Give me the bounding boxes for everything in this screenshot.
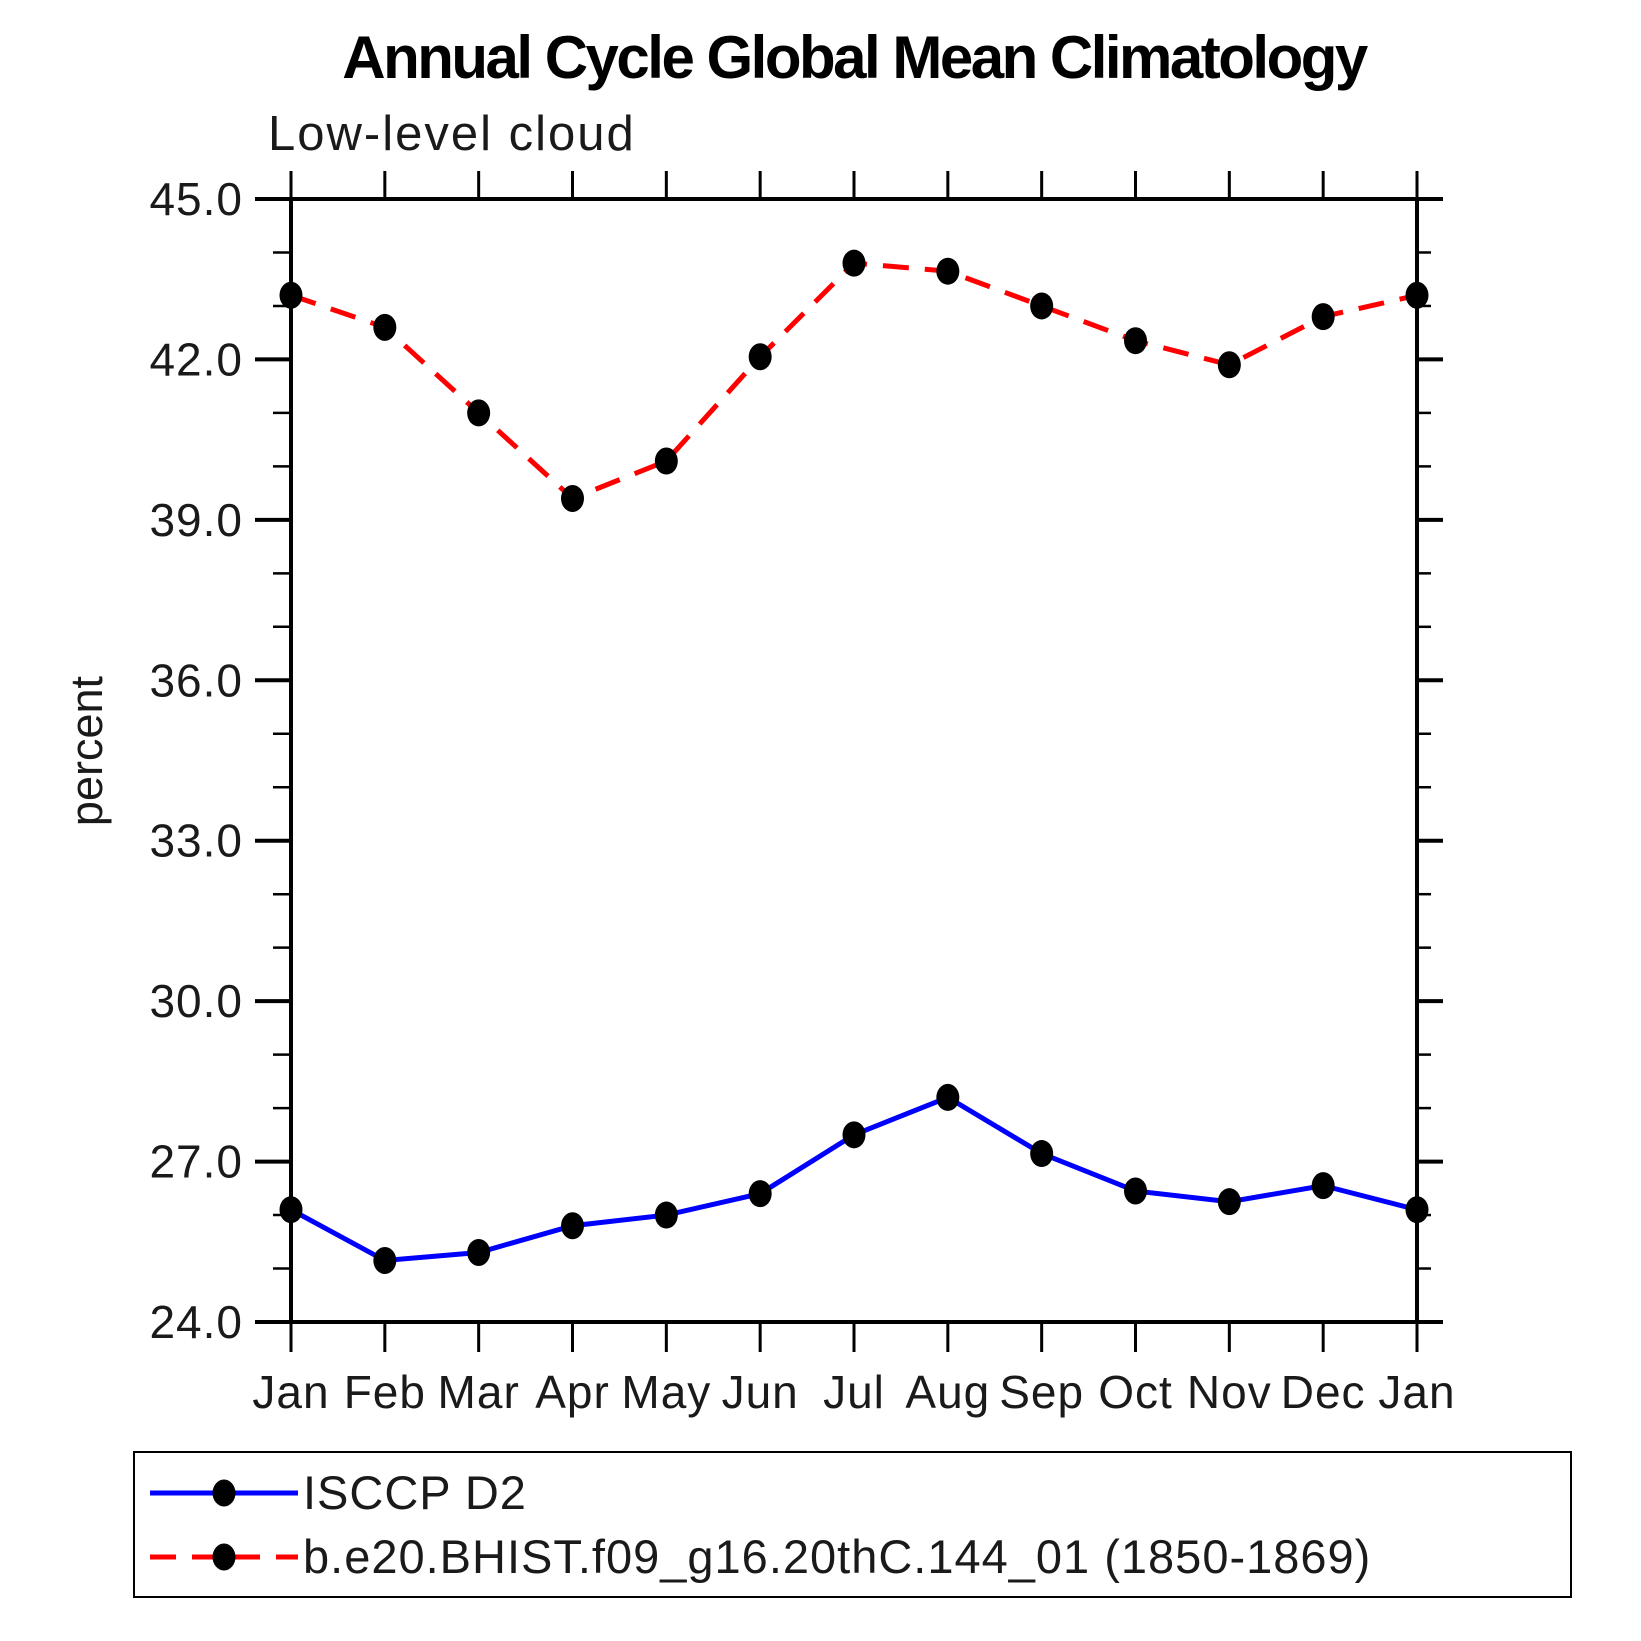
x-tick-label: Jan [252, 1366, 329, 1418]
plot-frame [289, 197, 1419, 1324]
x-tick-label: Sep [999, 1366, 1084, 1418]
series-point-0 [936, 1083, 960, 1111]
x-tick-label: Apr [535, 1366, 610, 1418]
legend-line-sample [150, 1543, 298, 1571]
y-tick-label: 36.0 [149, 654, 243, 706]
series-point-1 [279, 281, 303, 309]
x-tick-label: Mar [438, 1366, 520, 1418]
x-tick-label: Jan [1378, 1366, 1455, 1418]
legend-line-sample [150, 1479, 298, 1507]
series-point-1 [842, 249, 866, 277]
series-point-0 [467, 1238, 491, 1266]
series-point-0 [748, 1180, 772, 1208]
series-point-1 [1405, 281, 1429, 309]
y-tick-label: 39.0 [149, 494, 243, 546]
series-point-0 [842, 1121, 866, 1149]
x-tick-label: Aug [905, 1366, 990, 1418]
series-point-0 [279, 1196, 303, 1224]
series-point-0 [1217, 1188, 1241, 1216]
y-tick-label: 45.0 [149, 173, 243, 225]
x-tick-label: Feb [344, 1366, 426, 1418]
legend-marker-dot [212, 1479, 236, 1507]
series-point-0 [1405, 1196, 1429, 1224]
series-point-1 [561, 484, 584, 512]
series-point-1 [1124, 327, 1147, 355]
legend-box: ISCCP D2 b.e20.BHIST.f09_g16.20thC.144_0… [133, 1451, 1572, 1598]
x-tick-label: Oct [1098, 1366, 1173, 1418]
chart-title: Annual Cycle Global Mean Climatology [342, 24, 1368, 91]
chart-subtitle: Low-level cloud [268, 107, 636, 161]
y-tick-label: 33.0 [149, 815, 243, 867]
y-tick-label: 42.0 [149, 333, 243, 385]
series-point-0 [1311, 1172, 1335, 1200]
series-point-1 [467, 399, 491, 427]
legend-label-isccp-d2: ISCCP D2 [303, 1466, 527, 1519]
x-tick-label: May [621, 1366, 711, 1418]
series-point-0 [373, 1247, 397, 1275]
series-point-1 [373, 313, 397, 341]
x-tick-label: Nov [1187, 1366, 1272, 1418]
series-point-1 [654, 447, 678, 475]
legend-label-model-run: b.e20.BHIST.f09_g16.20thC.144_01 (1850-1… [303, 1530, 1372, 1583]
series-point-0 [1030, 1140, 1054, 1168]
legend-item-isccp-d2: ISCCP D2 [148, 1466, 527, 1519]
series-point-1 [936, 257, 960, 285]
y-tick-label: 24.0 [149, 1296, 243, 1348]
series-point-1 [1311, 303, 1335, 331]
x-tick-label: Jun [722, 1366, 799, 1418]
series-point-1 [1030, 292, 1054, 320]
legend-marker-dot [212, 1543, 236, 1571]
series-point-0 [654, 1201, 678, 1229]
y-tick-label: 27.0 [149, 1136, 243, 1188]
series-point-0 [1124, 1177, 1147, 1205]
series-line-1 [290, 260, 1418, 502]
x-tick-label: Jul [823, 1366, 885, 1418]
x-tick-label: Dec [1281, 1366, 1366, 1418]
y-tick-label: 30.0 [149, 975, 243, 1027]
series-point-1 [1217, 351, 1241, 379]
legend-item-model-run: b.e20.BHIST.f09_g16.20thC.144_01 (1850-1… [148, 1530, 1372, 1583]
series-point-0 [561, 1212, 584, 1240]
series-point-1 [748, 343, 772, 371]
